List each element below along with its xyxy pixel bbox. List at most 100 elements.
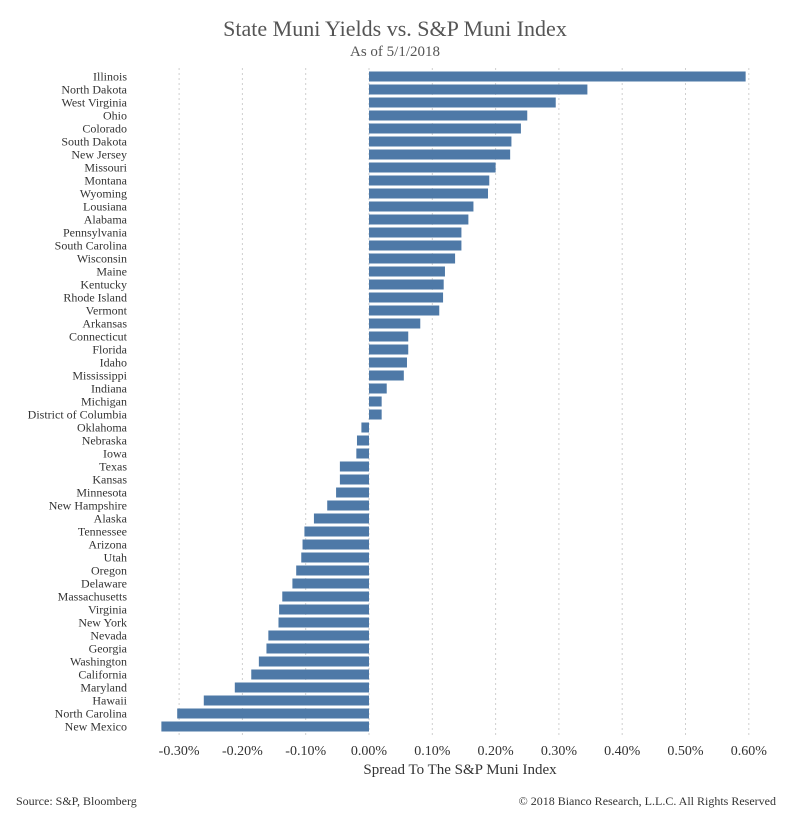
bar: [258, 656, 369, 667]
bar: [369, 84, 588, 95]
category-label: Kentucky: [80, 278, 127, 292]
x-tick-label: 0.40%: [604, 744, 641, 759]
category-label: South Carolina: [55, 239, 128, 253]
category-label: North Carolina: [55, 707, 128, 721]
bar: [369, 279, 444, 290]
category-label: Ohio: [103, 109, 127, 123]
category-label: Maine: [96, 265, 127, 279]
bar: [369, 357, 407, 368]
bar: [369, 318, 421, 329]
category-label: Rhode Island: [63, 291, 127, 305]
category-label: Missouri: [84, 161, 127, 175]
bar: [304, 526, 369, 537]
bar: [369, 188, 489, 199]
bar: [278, 617, 369, 628]
bar: [369, 110, 528, 121]
bar: [369, 305, 440, 316]
x-tick-label: -0.10%: [285, 744, 326, 759]
category-label: South Dakota: [61, 135, 127, 149]
category-label: Wisconsin: [77, 252, 127, 266]
category-label: Minnesota: [76, 486, 127, 500]
bar: [369, 136, 512, 147]
category-label: Michigan: [81, 395, 127, 409]
bar: [251, 669, 369, 680]
category-label: Idaho: [100, 356, 127, 370]
category-label: Connecticut: [69, 330, 128, 344]
bar: [369, 396, 382, 407]
chart-title: State Muni Yields vs. S&P Muni Index: [223, 16, 567, 41]
category-label: Montana: [84, 174, 127, 188]
bar: [296, 565, 369, 576]
bar: [177, 708, 369, 719]
bar: [369, 149, 511, 160]
category-label: Wyoming: [80, 187, 127, 201]
x-tick-label: 0.50%: [667, 744, 704, 759]
bar: [339, 461, 369, 472]
bar: [369, 370, 404, 381]
copyright-note: © 2018 Bianco Research, L.L.C. All Right…: [518, 794, 776, 808]
bar: [302, 539, 369, 550]
bar: [161, 721, 369, 732]
category-label: Illinois: [93, 70, 127, 84]
category-label: Arizona: [88, 538, 127, 552]
bar: [336, 487, 369, 498]
bar: [266, 643, 369, 654]
category-label: Hawaii: [92, 694, 127, 708]
bar: [203, 695, 369, 706]
bar: [369, 162, 496, 173]
x-tick-label: -0.30%: [159, 744, 200, 759]
x-tick-label: 0.10%: [414, 744, 451, 759]
x-tick-labels: -0.30% -0.20% -0.10% 0.00% 0.10% 0.20% 0.30% 0.…: [159, 744, 768, 759]
bar: [339, 474, 369, 485]
bar: [292, 578, 369, 589]
category-label: Utah: [104, 551, 127, 565]
bar: [369, 409, 382, 420]
x-tick-label: 0.30%: [541, 744, 578, 759]
bar: [327, 500, 369, 511]
category-label: Indiana: [91, 382, 128, 396]
category-label: Nevada: [90, 629, 127, 643]
x-tick-label: 0.20%: [478, 744, 515, 759]
category-label: Florida: [92, 343, 127, 357]
category-label: Oklahoma: [77, 421, 128, 435]
category-label: New Mexico: [65, 720, 127, 734]
category-label: Lousiana: [83, 200, 128, 214]
bar: [369, 344, 409, 355]
bar: [356, 435, 369, 446]
category-label: Alaska: [94, 512, 128, 526]
bar: [234, 682, 369, 693]
category-label: District of Columbia: [28, 408, 128, 422]
bar: [369, 240, 462, 251]
bar: [313, 513, 369, 524]
source-note: Source: S&P, Bloomberg: [16, 794, 137, 808]
bar: [301, 552, 369, 563]
bar: [268, 630, 369, 641]
bar: [369, 266, 445, 277]
category-label: Tennessee: [78, 525, 127, 539]
category-label: Alabama: [84, 213, 128, 227]
bar: [369, 383, 387, 394]
category-label: Mississippi: [72, 369, 127, 383]
category-label: Arkansas: [82, 317, 127, 331]
x-tick-label: 0.00%: [351, 744, 388, 759]
bars: [161, 71, 746, 732]
chart-subtitle: As of 5/1/2018: [350, 44, 440, 60]
bar: [369, 227, 462, 238]
category-label: Oregon: [91, 564, 127, 578]
bar: [369, 71, 746, 82]
bar: [279, 604, 369, 615]
category-label: Texas: [99, 460, 127, 474]
x-tick-label: 0.60%: [731, 744, 768, 759]
category-label: North Dakota: [61, 83, 127, 97]
category-label: Virginia: [88, 603, 128, 617]
category-label: California: [78, 668, 127, 682]
bar: [356, 448, 369, 459]
bar: [369, 201, 474, 212]
bar: [369, 97, 556, 108]
category-label: Pennsylvania: [63, 226, 128, 240]
bar: [369, 331, 409, 342]
category-label: Maryland: [80, 681, 127, 695]
category-label: New Hampshire: [49, 499, 127, 513]
bar: [369, 253, 456, 264]
